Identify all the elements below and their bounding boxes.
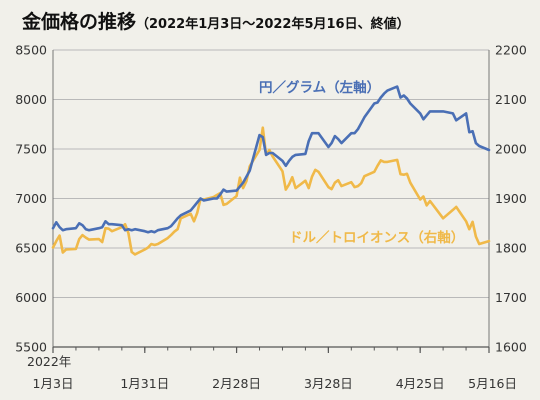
series-label-yen: 円／グラム（左軸） <box>259 79 380 96</box>
left-y-tick-label: 8000 <box>15 92 47 107</box>
right-y-tick-label: 1600 <box>495 340 527 355</box>
series-lines <box>51 85 491 256</box>
right-y-tick-label: 2100 <box>495 92 527 107</box>
right-y-tick-label: 1700 <box>495 290 527 305</box>
x-tick-label: 1月3日 <box>33 376 74 391</box>
right-y-axis: 1600 1700 1800 1900 2000 2100 2200 <box>488 43 527 355</box>
series-line-yen <box>51 85 491 234</box>
x-axis: 2022年 1月3日 1月31日 2月28日 3月28日 4月25日 5月16日 <box>27 346 517 391</box>
series-label-usd: ドル／トロイオンス（右軸） <box>289 229 464 246</box>
right-y-tick-label: 1800 <box>495 241 527 256</box>
left-y-tick-label: 7000 <box>15 191 47 206</box>
x-tick-label: 3月28日 <box>304 376 353 391</box>
gridlines <box>53 49 489 348</box>
chart-title: 金価格の推移（2022年1月3日～2022年5月16日、終値） <box>21 10 410 33</box>
x-tick-label: 4月25日 <box>396 376 445 391</box>
left-y-tick-label: 5500 <box>15 340 47 355</box>
left-y-axis: 5500 6000 6500 7000 7500 8000 8500 <box>15 43 54 355</box>
left-y-tick-label: 6000 <box>15 290 47 305</box>
chart-title-main: 金価格の推移 <box>21 10 136 33</box>
right-y-tick-label: 2200 <box>495 43 527 58</box>
x-tick-label: 2月28日 <box>212 376 261 391</box>
x-tick-year-label: 2022年 <box>27 354 71 369</box>
right-y-tick-label: 2000 <box>495 142 527 157</box>
x-tick-label: 1月31日 <box>120 376 169 391</box>
left-y-tick-label: 8500 <box>15 43 47 58</box>
right-y-tick-label: 1900 <box>495 191 527 206</box>
x-tick-label: 5月16日 <box>468 376 517 391</box>
left-y-tick-label: 7500 <box>15 142 47 157</box>
chart-subtitle: （2022年1月3日～2022年5月16日、終値） <box>136 16 410 32</box>
left-y-tick-label: 6500 <box>15 241 47 256</box>
